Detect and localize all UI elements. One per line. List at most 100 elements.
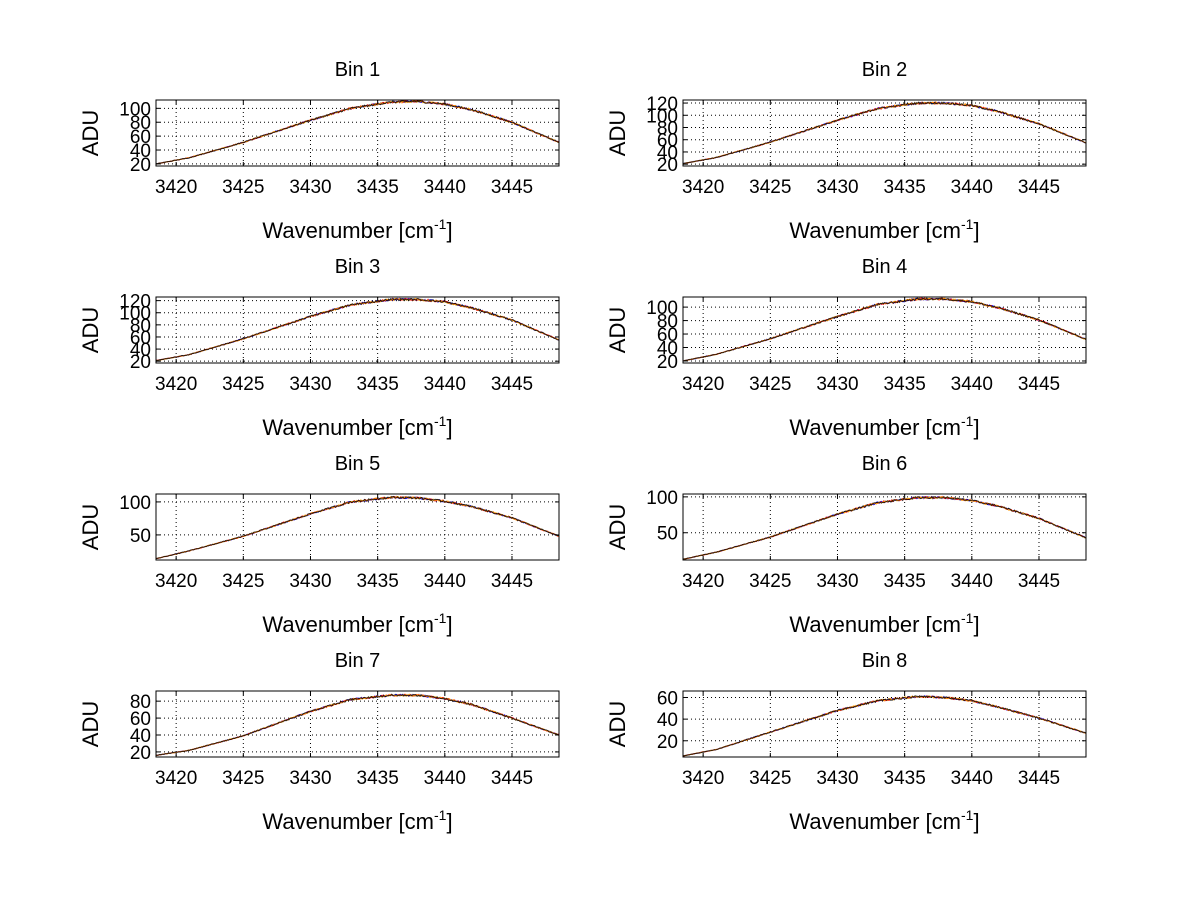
spectrum-lines [683, 495, 1086, 560]
x-tick-label: 3435 [357, 768, 399, 789]
spectrum-lines [156, 495, 559, 560]
x-tick-label: 3445 [491, 768, 533, 789]
x-tick-label: 3420 [682, 768, 724, 789]
y-tick-label: 80 [130, 692, 151, 713]
x-tick-label: 3425 [749, 768, 791, 789]
x-tick-label: 3445 [1018, 374, 1060, 395]
spectrum-line-series-4 [156, 693, 559, 756]
x-tick-label: 3445 [491, 374, 533, 395]
x-tick-label: 3440 [951, 768, 993, 789]
y-tick-label: 20 [657, 352, 678, 373]
x-tick-label: 3430 [289, 768, 331, 789]
y-tick-label: 80 [657, 119, 678, 140]
y-axis-label: ADU [605, 701, 630, 747]
spectrum-lines [156, 100, 559, 165]
y-tick-label: 100 [119, 99, 151, 120]
x-axis-label: Wavenumber [cm-1] [262, 216, 452, 243]
subplot-bin-5: Bin 5 3420 3425 3430 3435 3440 3445 50 100 Wavenu… [78, 453, 560, 637]
x-tick-label: 3445 [1018, 177, 1060, 198]
y-tick-label: 40 [657, 143, 678, 164]
x-tick-label: 3440 [424, 768, 466, 789]
subplot-bin-1: Bin 1 3420 3425 3430 3435 3440 3445 20406080100… [78, 59, 560, 243]
x-tick-label: 3435 [884, 177, 926, 198]
subplot-title: Bin 4 [862, 256, 908, 278]
subplot-bin-3: Bin 3 3420 3425 3430 3435 3440 3445 20406080100… [78, 256, 560, 440]
y-tick-label: 40 [657, 710, 678, 731]
x-tick-label: 3420 [682, 571, 724, 592]
axes-frame [155, 493, 560, 561]
x-axis-label: Wavenumber [cm-1] [789, 216, 979, 243]
y-tick-label: 50 [130, 526, 151, 547]
y-tick-label: 60 [657, 325, 678, 346]
y-tick-label: 20 [657, 732, 678, 753]
x-axis-label: Wavenumber [cm-1] [262, 413, 452, 440]
y-axis-label: ADU [605, 504, 630, 550]
x-tick-label: 3445 [491, 177, 533, 198]
subplot-title: Bin 6 [862, 453, 908, 475]
y-axis-label: ADU [78, 504, 103, 550]
spectrum-line-series-4 [156, 495, 559, 560]
x-axis-label: Wavenumber [cm-1] [262, 807, 452, 834]
spectrum-lines [683, 101, 1086, 165]
y-axis-label: ADU [78, 110, 103, 156]
x-tick-label: 3445 [1018, 571, 1060, 592]
y-tick-label: 40 [130, 340, 151, 361]
x-tick-label: 3430 [289, 571, 331, 592]
y-tick-label: 60 [130, 127, 151, 148]
x-tick-label: 3435 [357, 374, 399, 395]
axes-frame [155, 296, 560, 364]
spectrum-line-series-4 [156, 297, 559, 362]
subplot-title: Bin 5 [335, 453, 381, 475]
x-tick-label: 3425 [749, 374, 791, 395]
x-tick-label: 3440 [424, 571, 466, 592]
axes-frame [682, 99, 1087, 167]
x-tick-label: 3420 [682, 374, 724, 395]
x-tick-label: 3435 [884, 374, 926, 395]
subplot-title: Bin 7 [335, 650, 381, 672]
x-tick-label: 3430 [816, 768, 858, 789]
y-tick-label: 80 [657, 312, 678, 333]
y-tick-label: 20 [130, 155, 151, 176]
y-tick-label: 60 [130, 328, 151, 349]
y-axis-label: ADU [78, 307, 103, 353]
x-tick-label: 3440 [951, 374, 993, 395]
y-tick-label: 20 [130, 352, 151, 373]
spectrum-line-series-4 [683, 297, 1086, 362]
x-tick-label: 3435 [357, 571, 399, 592]
axes-frame [682, 493, 1087, 561]
x-tick-label: 3425 [222, 571, 264, 592]
x-tick-label: 3430 [289, 177, 331, 198]
x-tick-label: 3435 [884, 571, 926, 592]
y-axis-label: ADU [605, 110, 630, 156]
x-axis-label: Wavenumber [cm-1] [789, 807, 979, 834]
x-tick-label: 3425 [749, 571, 791, 592]
spectrum-line-series-4 [156, 100, 559, 165]
x-tick-label: 3430 [816, 571, 858, 592]
y-tick-label: 60 [130, 709, 151, 730]
x-tick-label: 3430 [289, 374, 331, 395]
y-tick-label: 120 [119, 292, 151, 313]
x-tick-label: 3425 [222, 177, 264, 198]
y-tick-label: 40 [130, 141, 151, 162]
y-tick-label: 40 [657, 339, 678, 360]
y-tick-label: 20 [130, 743, 151, 764]
y-tick-label: 100 [119, 493, 151, 514]
subplot-title: Bin 8 [862, 650, 908, 672]
y-tick-label: 100 [119, 304, 151, 325]
subplot-title: Bin 3 [335, 256, 381, 278]
y-tick-label: 80 [130, 113, 151, 134]
x-tick-label: 3425 [222, 768, 264, 789]
y-tick-label: 120 [646, 94, 678, 115]
x-tick-label: 3435 [884, 768, 926, 789]
axes-frame [155, 99, 560, 167]
x-tick-label: 3440 [424, 374, 466, 395]
spectrum-lines [683, 297, 1086, 362]
y-tick-label: 100 [646, 298, 678, 319]
y-tick-label: 50 [657, 524, 678, 545]
y-tick-label: 100 [646, 488, 678, 509]
subplot-title: Bin 1 [335, 59, 381, 81]
